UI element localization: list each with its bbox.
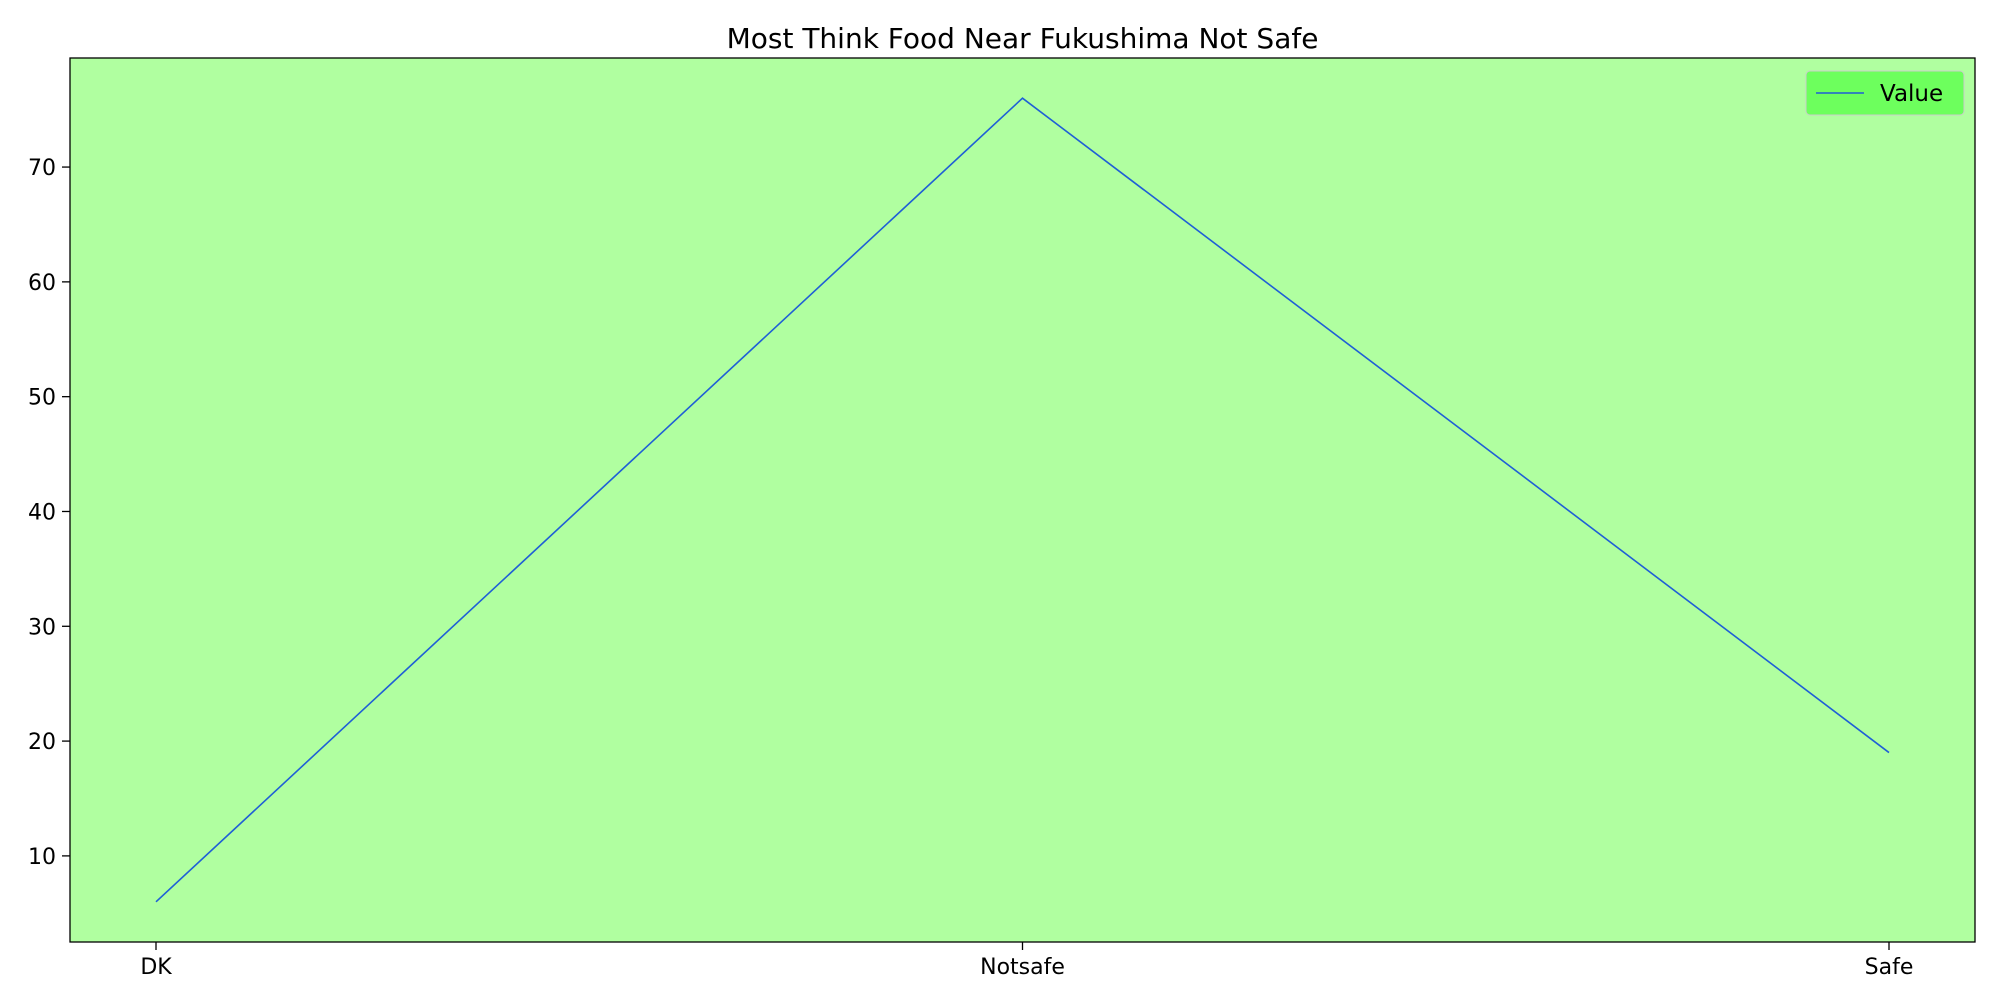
y-tick-label: 10 (28, 845, 56, 870)
x-axis: DK Notsafe Safe (140, 942, 1913, 980)
legend-label: Value (1880, 81, 1943, 107)
x-tick-label: DK (140, 955, 172, 980)
y-tick-label: 50 (28, 386, 56, 411)
y-axis: 10 20 30 40 50 60 70 (28, 156, 70, 870)
x-tick-label: Safe (1865, 955, 1914, 980)
chart-title: Most Think Food Near Fukushima Not Safe (727, 22, 1319, 55)
y-tick-label: 20 (28, 730, 56, 755)
plot-area (70, 58, 1975, 942)
y-tick-label: 60 (28, 271, 56, 296)
y-tick-label: 70 (28, 156, 56, 181)
x-tick-label: Notsafe (980, 955, 1065, 980)
y-tick-label: 40 (28, 500, 56, 525)
y-tick-label: 30 (28, 615, 56, 640)
legend: Value (1806, 71, 1964, 115)
